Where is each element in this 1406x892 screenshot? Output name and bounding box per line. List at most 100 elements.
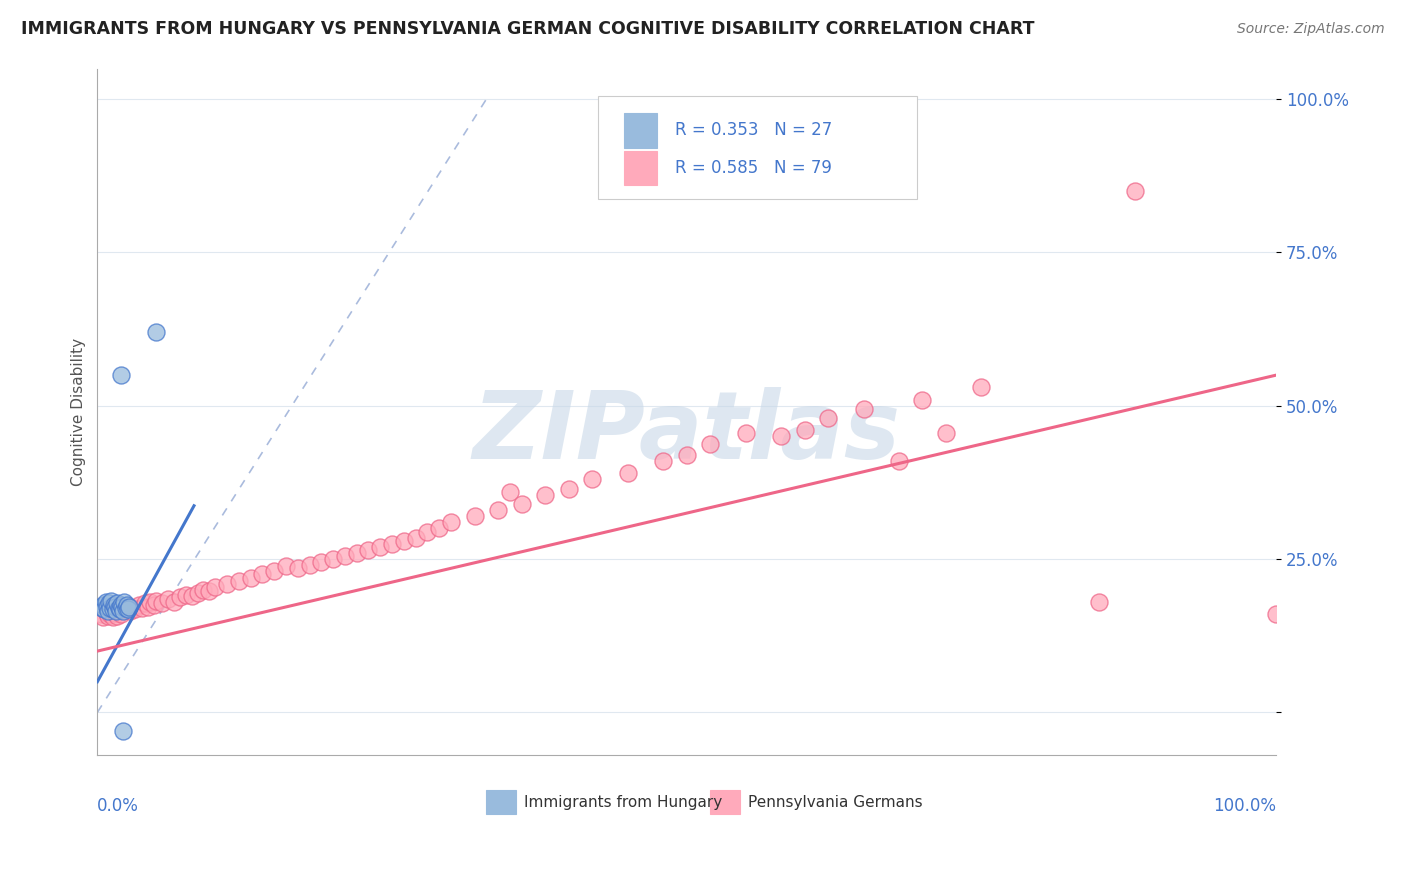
Point <box>112 602 135 616</box>
Point <box>734 426 756 441</box>
Point <box>101 602 124 616</box>
Point <box>93 602 115 616</box>
Point <box>416 524 439 539</box>
Point <box>103 598 125 612</box>
Point <box>180 589 202 603</box>
Point <box>263 565 285 579</box>
Point <box>970 380 993 394</box>
Point <box>675 448 697 462</box>
Point <box>427 521 450 535</box>
Point <box>114 601 136 615</box>
Point <box>96 606 118 620</box>
Point <box>111 599 134 614</box>
Point <box>204 580 226 594</box>
Point <box>91 610 114 624</box>
Point <box>110 607 132 622</box>
Point <box>174 588 197 602</box>
Point <box>486 503 509 517</box>
Point <box>97 608 120 623</box>
Point <box>274 559 297 574</box>
Point <box>145 594 167 608</box>
Point <box>117 602 139 616</box>
Point <box>115 599 138 614</box>
Point <box>581 472 603 486</box>
Point <box>120 604 142 618</box>
Point <box>124 602 146 616</box>
Point <box>105 596 128 610</box>
Point <box>368 540 391 554</box>
Point <box>104 599 127 614</box>
Point <box>392 533 415 548</box>
Point <box>108 602 131 616</box>
Point <box>112 604 135 618</box>
Point <box>110 598 132 612</box>
Point <box>98 602 121 616</box>
Point <box>163 595 186 609</box>
Text: R = 0.585   N = 79: R = 0.585 N = 79 <box>675 159 832 178</box>
Point <box>252 567 274 582</box>
Point <box>464 509 486 524</box>
Point <box>187 586 209 600</box>
Point <box>405 531 427 545</box>
Point <box>311 555 333 569</box>
Bar <box>624 113 657 147</box>
Point <box>98 607 121 622</box>
Text: 100.0%: 100.0% <box>1213 797 1277 814</box>
Point <box>98 601 121 615</box>
Point <box>128 598 150 612</box>
Point <box>98 596 121 610</box>
Point <box>558 482 581 496</box>
Point <box>228 574 250 588</box>
Point <box>793 423 815 437</box>
Point <box>91 598 114 612</box>
Text: Source: ZipAtlas.com: Source: ZipAtlas.com <box>1237 22 1385 37</box>
Point <box>94 604 117 618</box>
Point <box>699 437 721 451</box>
Point <box>169 590 191 604</box>
Point <box>935 426 957 441</box>
Point <box>381 537 404 551</box>
Point <box>107 604 129 618</box>
Point <box>150 596 173 610</box>
Point <box>145 325 167 339</box>
Point <box>911 392 934 407</box>
Point <box>239 570 262 584</box>
Bar <box>624 151 657 186</box>
Point <box>100 604 122 618</box>
Point <box>94 595 117 609</box>
Text: Pennsylvania Germans: Pennsylvania Germans <box>748 795 922 810</box>
Point <box>652 454 675 468</box>
Bar <box>710 789 740 814</box>
Point <box>110 368 132 383</box>
Point <box>118 599 141 614</box>
Text: 0.0%: 0.0% <box>97 797 139 814</box>
FancyBboxPatch shape <box>599 96 917 199</box>
Point <box>96 599 118 614</box>
Y-axis label: Cognitive Disability: Cognitive Disability <box>72 338 86 486</box>
Point <box>105 604 128 618</box>
Point <box>357 542 380 557</box>
Point <box>769 429 792 443</box>
Point <box>198 584 221 599</box>
Point <box>322 552 344 566</box>
Text: IMMIGRANTS FROM HUNGARY VS PENNSYLVANIA GERMAN COGNITIVE DISABILITY CORRELATION : IMMIGRANTS FROM HUNGARY VS PENNSYLVANIA … <box>21 20 1035 37</box>
Point <box>852 401 875 416</box>
Point <box>157 591 180 606</box>
Point <box>90 607 112 622</box>
Point <box>1123 184 1146 198</box>
Bar <box>486 789 516 814</box>
Point <box>534 488 557 502</box>
Point <box>112 723 135 738</box>
Point <box>887 454 910 468</box>
Point <box>134 596 156 610</box>
Point <box>114 595 136 609</box>
Point <box>817 411 839 425</box>
Point <box>142 598 165 612</box>
Point <box>105 608 128 623</box>
Point <box>193 582 215 597</box>
Point <box>499 484 522 499</box>
Point <box>115 598 138 612</box>
Point <box>121 601 143 615</box>
Point <box>287 561 309 575</box>
Point <box>136 599 159 614</box>
